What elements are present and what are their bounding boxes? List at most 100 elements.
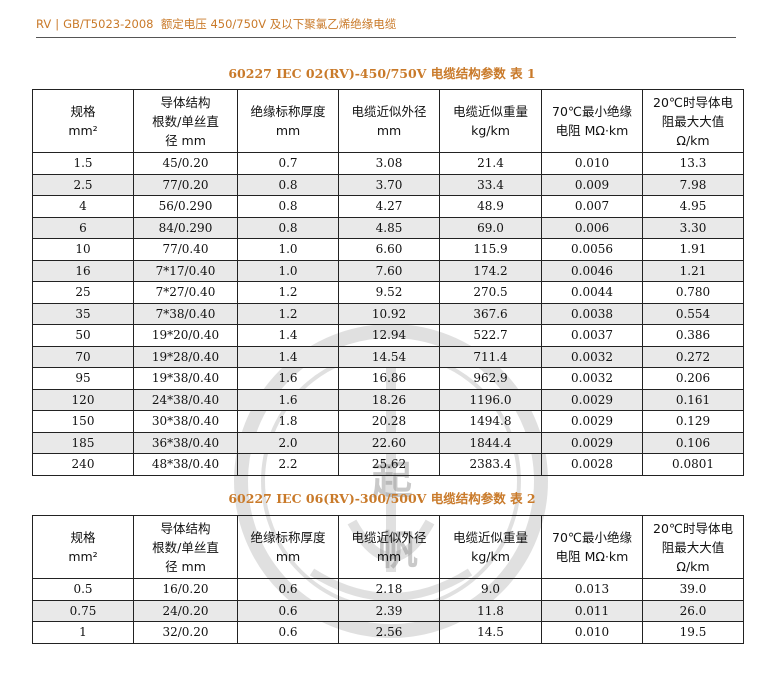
cell-size: 2.5 — [32, 173, 134, 196]
cell-resistance-70c: 0.0038 — [541, 302, 643, 325]
cell-size: 25 — [32, 281, 134, 304]
cell-size: 95 — [32, 367, 134, 390]
table-row: 6 84/0.290 0.8 4.85 69.0 0.006 3.30 — [32, 216, 744, 239]
cell-size: 120 — [32, 388, 134, 411]
cell-conductor: 77/0.20 — [133, 173, 238, 196]
cell-resistance-20c: 0.129 — [642, 410, 744, 433]
cell-insulation: 1.2 — [237, 281, 339, 304]
cell-resistance-70c: 0.010 — [541, 152, 643, 175]
table-row: 0.75 24/0.20 0.6 2.39 11.8 0.011 26.0 — [32, 599, 744, 622]
cell-conductor: 19*28/0.40 — [133, 345, 238, 368]
cell-resistance-20c: 1.21 — [642, 259, 744, 282]
cell-conductor: 77/0.40 — [133, 238, 238, 261]
cell-conductor: 36*38/0.40 — [133, 431, 238, 454]
cell-size: 1.5 — [32, 152, 134, 175]
table-row: 150 30*38/0.40 1.8 20.28 1494.8 0.0029 0.129 — [32, 410, 744, 433]
th-size-line2: mm² — [68, 549, 98, 564]
cell-insulation: 0.8 — [237, 195, 339, 218]
cell-weight: 115.9 — [439, 238, 542, 261]
cell-size: 185 — [32, 431, 134, 454]
cell-diameter: 3.08 — [338, 152, 440, 175]
cell-size: 10 — [32, 238, 134, 261]
th-insulation: 绝缘标称厚度 mm — [237, 89, 339, 153]
cell-conductor: 30*38/0.40 — [133, 410, 238, 433]
th-size-line1: 规格 — [70, 530, 96, 545]
cell-insulation: 1.4 — [237, 324, 339, 347]
spec-table-1: 规格 mm² 导体结构 根数/单丝直径 mm 绝缘标称厚度 mm 电缆近似外径 mm 电… — [32, 89, 744, 476]
cell-conductor: 7*27/0.40 — [133, 281, 238, 304]
cell-insulation: 0.7 — [237, 152, 339, 175]
cell-resistance-70c: 0.0029 — [541, 388, 643, 411]
cell-insulation: 1.2 — [237, 302, 339, 325]
th-weight-line2: kg/km — [471, 123, 510, 138]
cell-conductor: 56/0.290 — [133, 195, 238, 218]
cell-insulation: 2.2 — [237, 453, 339, 476]
cell-resistance-20c: 39.0 — [642, 578, 744, 601]
cell-diameter: 2.56 — [338, 621, 440, 644]
th-size-line1: 规格 — [70, 104, 96, 119]
cell-conductor: 7*38/0.40 — [133, 302, 238, 325]
th-resistance20-line2: 阻最大大值 — [661, 539, 725, 555]
header-product: RV — [36, 17, 52, 31]
cell-diameter: 18.26 — [338, 388, 440, 411]
th-insulation: 绝缘标称厚度 mm — [237, 515, 339, 579]
th-insulation-line2: mm — [275, 123, 301, 138]
cell-insulation: 1.6 — [237, 367, 339, 390]
cell-diameter: 4.27 — [338, 195, 440, 218]
cell-insulation: 0.6 — [237, 621, 339, 644]
cell-weight: 9.0 — [439, 578, 542, 601]
th-conductor: 导体结构 根数/单丝直径 mm — [133, 515, 238, 579]
cell-resistance-20c: 13.3 — [642, 152, 744, 175]
cell-size: 35 — [32, 302, 134, 325]
cell-size: 4 — [32, 195, 134, 218]
th-resistance70-line2: 电阻 MΩ·km — [555, 549, 629, 564]
cell-resistance-20c: 4.95 — [642, 195, 744, 218]
table-row: 4 56/0.290 0.8 4.27 48.9 0.007 4.95 — [32, 195, 744, 218]
th-conductor-line1: 导体结构 — [160, 94, 211, 110]
th-resistance70-line1: 70℃最小绝缘 — [552, 104, 632, 119]
cell-resistance-70c: 0.0044 — [541, 281, 643, 304]
th-diameter-line1: 电缆近似外径 — [351, 104, 427, 119]
table-row: 70 19*28/0.40 1.4 14.54 711.4 0.0032 0.272 — [32, 345, 744, 368]
table-row: 35 7*38/0.40 1.2 10.92 367.6 0.0038 0.554 — [32, 302, 744, 325]
table-row: 2.5 77/0.20 0.8 3.70 33.4 0.009 7.98 — [32, 173, 744, 196]
cell-weight: 522.7 — [439, 324, 542, 347]
th-diameter-line1: 电缆近似外径 — [351, 530, 427, 545]
cell-insulation: 0.8 — [237, 173, 339, 196]
cell-resistance-70c: 0.007 — [541, 195, 643, 218]
cell-diameter: 7.60 — [338, 259, 440, 282]
cell-weight: 1196.0 — [439, 388, 542, 411]
cell-resistance-20c: 0.0801 — [642, 453, 744, 476]
cell-diameter: 16.86 — [338, 367, 440, 390]
th-conductor-line2: 根数/单丝直 — [152, 539, 219, 555]
cell-resistance-70c: 0.0032 — [541, 345, 643, 368]
cell-diameter: 22.60 — [338, 431, 440, 454]
th-size-line2: mm² — [68, 123, 98, 138]
th-resistance20-line1: 20℃时导体电 — [653, 94, 733, 110]
th-resistance70-line2: 电阻 MΩ·km — [555, 123, 629, 138]
cell-weight: 2383.4 — [439, 453, 542, 476]
th-conductor-line3: 径 mm — [165, 558, 206, 574]
cell-weight: 48.9 — [439, 195, 542, 218]
table-row: 120 24*38/0.40 1.6 18.26 1196.0 0.0029 0.161 — [32, 388, 744, 411]
cell-weight: 1844.4 — [439, 431, 542, 454]
th-size: 规格 mm² — [32, 89, 134, 153]
th-resistance70-line1: 70℃最小绝缘 — [552, 530, 632, 545]
cell-diameter: 4.85 — [338, 216, 440, 239]
cell-resistance-20c: 0.161 — [642, 388, 744, 411]
cell-weight: 69.0 — [439, 216, 542, 239]
cell-weight: 367.6 — [439, 302, 542, 325]
cell-insulation: 0.8 — [237, 216, 339, 239]
th-resistance20-line2: 阻最大大值 — [661, 113, 725, 129]
cell-size: 16 — [32, 259, 134, 282]
table-row: 25 7*27/0.40 1.2 9.52 270.5 0.0044 0.780 — [32, 281, 744, 304]
header-standard: GB/T5023-2008 — [63, 17, 154, 31]
th-weight: 电缆近似重量 kg/km — [439, 89, 542, 153]
table-row: 1.5 45/0.20 0.7 3.08 21.4 0.010 13.3 — [32, 152, 744, 175]
cell-conductor: 84/0.290 — [133, 216, 238, 239]
th-resistance20-line3: Ω/km — [676, 132, 710, 148]
cell-resistance-70c: 0.0056 — [541, 238, 643, 261]
cell-resistance-20c: 7.98 — [642, 173, 744, 196]
cell-conductor: 32/0.20 — [133, 621, 238, 644]
cell-resistance-70c: 0.011 — [541, 599, 643, 622]
